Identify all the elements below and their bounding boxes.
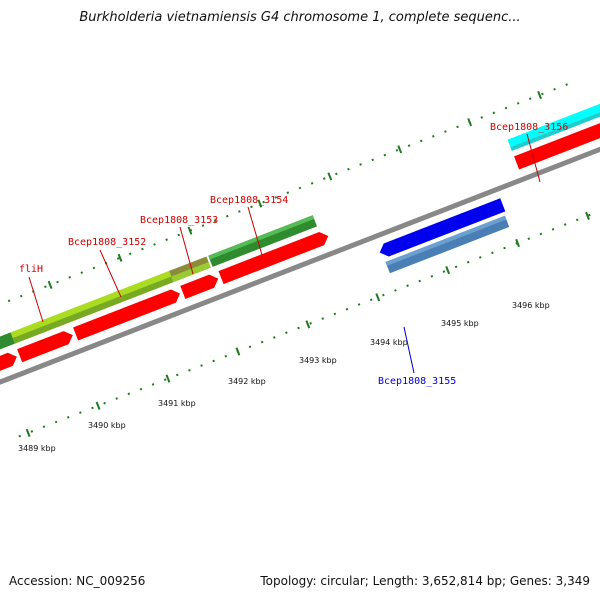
scale-label: 3492 kbp (228, 377, 266, 386)
scale-label: 3495 kbp (441, 319, 479, 328)
gene-bar-3154-highlight (208, 215, 315, 260)
gene-label-3154[interactable]: Bcep1808_3154 (210, 195, 288, 206)
gene-bar-3155-highlight (385, 215, 507, 266)
scale-label: 3493 kbp (299, 356, 337, 365)
scale-label: 3489 kbp (18, 444, 56, 453)
chromosome-backbone (0, 134, 600, 400)
cds-arrow-3152[interactable] (73, 287, 182, 341)
reverse-cds-arrows (377, 198, 510, 274)
forward-tick-row (0, 79, 579, 317)
forward-cds-arrows (0, 118, 600, 388)
scale-label: 3496 kbp (512, 301, 550, 310)
cds-arrow-3153[interactable] (180, 272, 220, 299)
reverse-tick-row (18, 200, 600, 438)
cds-arrow[interactable] (0, 350, 19, 388)
gene-label-3155[interactable]: Bcep1808_3155 (378, 376, 456, 387)
cds-arrow-3154[interactable] (218, 229, 331, 285)
cds-arrow[interactable] (17, 329, 75, 363)
accession-text: Accession: NC_009256 (9, 574, 146, 588)
scale-label: 3491 kbp (158, 399, 196, 408)
forward-gene-bars (0, 102, 600, 369)
gene-label-3153[interactable]: Bcep1808_3153 (140, 215, 218, 226)
gene-label-3156[interactable]: Bcep1808_3156 (490, 122, 568, 133)
cds-arrow-3156[interactable] (514, 118, 600, 170)
genome-info-text: Topology: circular; Length: 3,652,814 bp… (260, 574, 590, 588)
gene-bar-fliH-shade (12, 276, 174, 344)
gene-bar-3153-shade (171, 262, 211, 283)
scale-label: 3494 kbp (370, 338, 408, 347)
genome-track (0, 79, 600, 438)
label-leaders (28, 133, 541, 374)
gene-label-flih[interactable]: fliH (19, 264, 43, 275)
map-title: Burkholderia vietnamiensis G4 chromosome… (79, 10, 521, 25)
gene-label-3152[interactable]: Bcep1808_3152 (68, 237, 146, 248)
gene-bar-3156-shade (510, 109, 600, 151)
cds-arrow-3155[interactable] (377, 198, 506, 259)
scale-label: 3490 kbp (88, 421, 126, 430)
